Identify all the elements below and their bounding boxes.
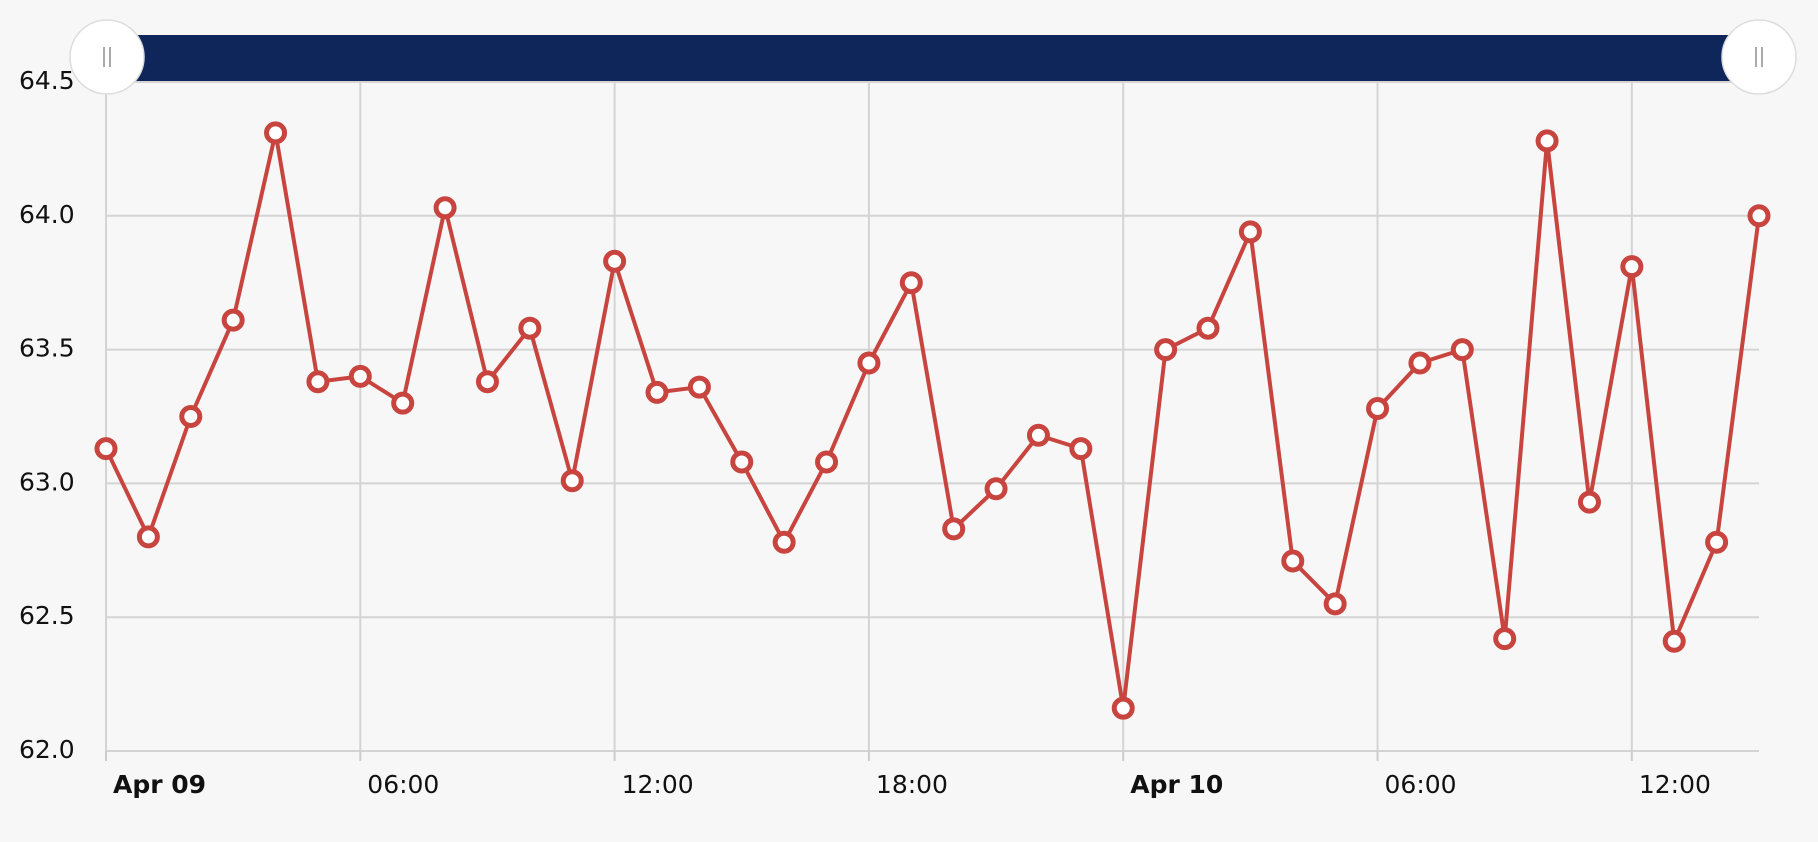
- y-tick-label: 63.0: [19, 467, 75, 496]
- navigator-handle-right[interactable]: [1721, 19, 1797, 95]
- data-point: [136, 525, 160, 549]
- navigator-handle-left[interactable]: [69, 19, 145, 95]
- handle[interactable]: [1721, 19, 1797, 95]
- data-point: [306, 370, 330, 394]
- data-point: [942, 517, 966, 541]
- data-point: [264, 121, 288, 145]
- x-tick-label: Apr 10: [1130, 770, 1223, 799]
- data-point: [730, 450, 754, 474]
- data-point: [391, 391, 415, 415]
- y-tick-label: 64.0: [19, 200, 75, 229]
- y-tick-label: 62.5: [19, 601, 75, 630]
- data-point: [433, 196, 457, 220]
- data-point: [94, 437, 118, 461]
- series-line: [104, 130, 1761, 711]
- data-point: [1620, 255, 1644, 279]
- x-tick-label: 06:00: [1385, 770, 1457, 799]
- data-point: [1705, 530, 1729, 554]
- data-point: [687, 375, 711, 399]
- data-point: [1111, 696, 1135, 720]
- data-point: [1662, 629, 1686, 653]
- data-point: [179, 405, 203, 428]
- data-point: [1450, 338, 1474, 362]
- y-tick-label: 62.0: [19, 735, 75, 764]
- data-point: [984, 477, 1008, 501]
- y-tick-label: 64.5: [19, 66, 75, 95]
- data-point: [221, 308, 245, 332]
- data-point: [857, 351, 881, 375]
- navigator-bar[interactable]: [107, 35, 1759, 81]
- y-tick-label: 63.5: [19, 334, 75, 363]
- data-point: [560, 469, 584, 493]
- data-point: [1196, 316, 1220, 340]
- x-tick-label: Apr 09: [113, 770, 206, 799]
- data-point: [645, 380, 669, 404]
- data-point: [603, 249, 627, 273]
- x-tick-label: 18:00: [876, 770, 948, 799]
- data-point: [772, 530, 796, 554]
- data-point: [1535, 129, 1559, 153]
- x-tick-label: 12:00: [622, 770, 694, 799]
- x-tick-label: 12:00: [1639, 770, 1711, 799]
- handle[interactable]: [69, 19, 145, 95]
- data-point: [1577, 490, 1601, 514]
- data-point: [1281, 549, 1305, 573]
- x-tick-label: 06:00: [367, 770, 439, 799]
- data-point: [1323, 592, 1347, 616]
- data-point: [1366, 396, 1390, 420]
- data-point: [518, 316, 542, 340]
- plot: 62.0 62.5 63.0 63.5 64.0 64.5 Apr 09 06:00 12:00…: [19, 66, 1771, 799]
- data-point: [1026, 423, 1050, 447]
- data-point: [1493, 627, 1517, 651]
- data-point: [815, 450, 839, 474]
- data-point: [1069, 437, 1093, 461]
- data-point: [1238, 220, 1262, 244]
- data-point: [1154, 338, 1178, 362]
- data-point: [475, 370, 499, 394]
- data-point: [1747, 204, 1771, 228]
- data-point: [899, 271, 923, 295]
- data-point: [1408, 351, 1432, 375]
- data-point: [348, 364, 372, 388]
